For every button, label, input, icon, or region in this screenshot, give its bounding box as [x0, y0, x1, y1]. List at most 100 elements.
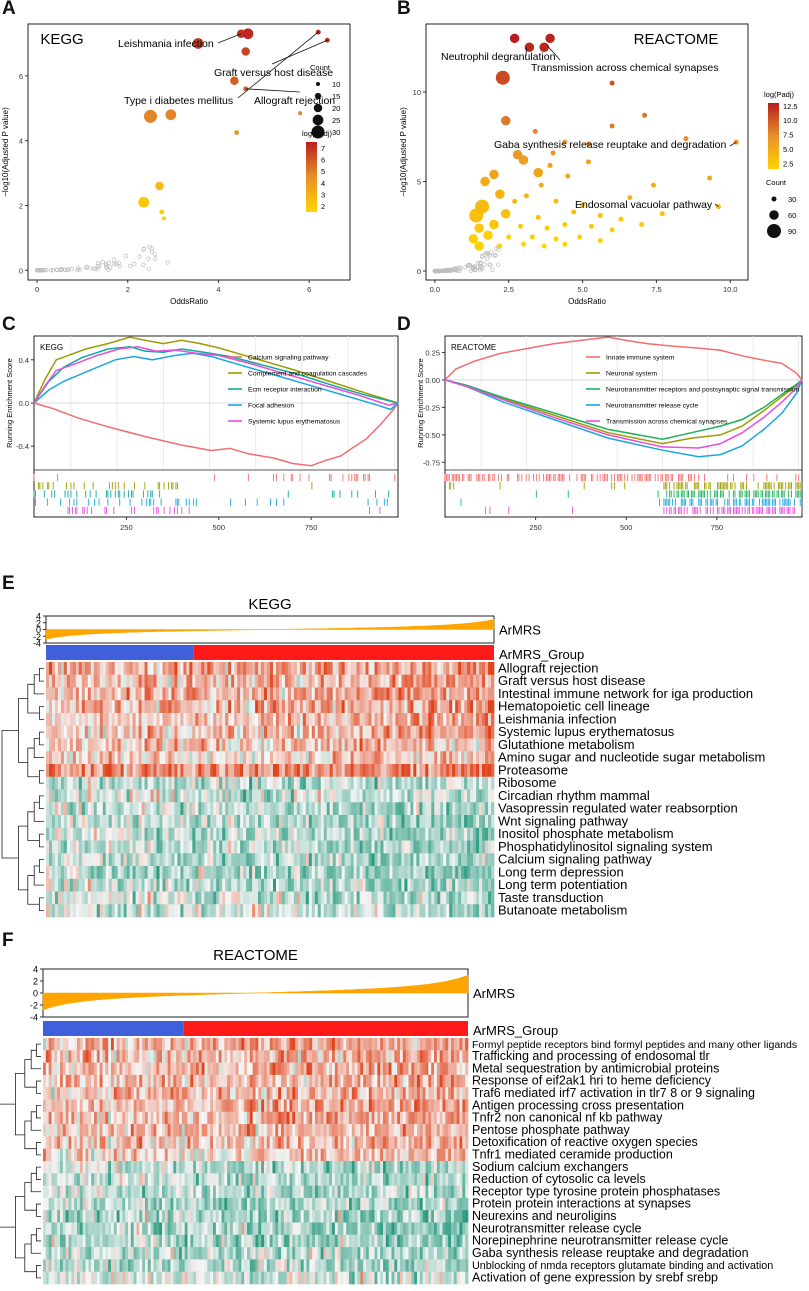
- heatmap-cell: [410, 828, 413, 841]
- heatmap-cell: [392, 751, 395, 764]
- heatmap-cell: [210, 1112, 213, 1125]
- heatmap-cell: [207, 662, 210, 675]
- heatmap-cell: [363, 1100, 366, 1113]
- heatmap-cell: [386, 790, 389, 803]
- heatmap-cell: [58, 802, 61, 815]
- heatmap-cell: [228, 764, 231, 777]
- heatmap-cell: [210, 764, 213, 777]
- heatmap-cell: [425, 828, 428, 841]
- heatmap-cell: [174, 904, 177, 917]
- heatmap-cell: [124, 879, 127, 892]
- heatmap-cell: [73, 662, 76, 675]
- heatmap-cell: [205, 1100, 208, 1113]
- heatmap-cell: [236, 1100, 239, 1113]
- heatmap-cell: [231, 764, 234, 777]
- heatmap-cell: [88, 841, 91, 854]
- heatmap-cell: [455, 828, 458, 841]
- heatmap-cell: [237, 815, 240, 828]
- heatmap-cell: [407, 700, 410, 713]
- heatmap-cell: [255, 853, 258, 866]
- heatmap-cell: [348, 879, 351, 892]
- heatmap-cell: [363, 802, 366, 815]
- heatmap-cell: [106, 904, 109, 917]
- heatmap-cell: [267, 802, 270, 815]
- heatmap-cell: [330, 802, 333, 815]
- heatmap-cell: [479, 815, 482, 828]
- heatmap-cell: [312, 866, 315, 879]
- heatmap-cell: [122, 1075, 125, 1088]
- dendrogram-branch: [39, 707, 44, 720]
- heatmap-cell: [234, 904, 237, 917]
- heatmap-cell: [378, 802, 381, 815]
- heatmap-cell: [372, 751, 375, 764]
- heatmap-cell: [306, 777, 309, 790]
- heatmap-cell: [354, 751, 357, 764]
- heatmap-cell: [419, 751, 422, 764]
- heatmap-cell: [363, 1075, 366, 1088]
- heatmap-cell: [207, 790, 210, 803]
- heatmap-cell: [70, 726, 73, 739]
- heatmap-cell: [375, 866, 378, 879]
- y-tick-label: 6: [19, 72, 23, 81]
- heatmap-cell: [204, 777, 207, 790]
- heatmap-cell: [336, 739, 339, 752]
- heatmap-cell: [202, 1100, 205, 1113]
- heatmap-cell: [157, 751, 160, 764]
- heatmap-cell: [136, 841, 139, 854]
- heatmap-cell: [348, 841, 351, 854]
- heatmap-cell: [247, 1050, 250, 1063]
- heatmap-cell: [335, 1063, 338, 1076]
- score-tick-label: -4: [30, 1013, 38, 1023]
- heatmap-cell: [410, 700, 413, 713]
- heatmap-cell: [128, 1063, 131, 1076]
- heatmap-cell: [383, 777, 386, 790]
- heatmap-cell: [186, 713, 189, 726]
- heatmap-cell: [336, 675, 339, 688]
- heatmap-cell: [470, 675, 473, 688]
- heatmap-cell: [407, 841, 410, 854]
- heatmap-cell: [330, 739, 333, 752]
- heatmap-cell: [354, 802, 357, 815]
- heatmap-cell: [470, 828, 473, 841]
- heatmap-cell: [307, 1087, 310, 1100]
- heatmap-cell: [151, 866, 154, 879]
- heatmap-cell: [476, 879, 479, 892]
- heatmap-cell: [449, 853, 452, 866]
- heatmap-cell: [327, 688, 330, 701]
- heatmap-cell: [201, 853, 204, 866]
- heatmap-cell: [321, 790, 324, 803]
- heatmap-cell: [165, 764, 168, 777]
- heatmap-cell: [213, 675, 216, 688]
- heatmap-cell: [270, 853, 273, 866]
- heatmap-cell: [231, 815, 234, 828]
- heatmap-cell: [162, 1112, 165, 1125]
- heatmap-cell: [482, 675, 485, 688]
- heatmap-cell: [250, 1100, 253, 1113]
- heatmap-cell: [240, 790, 243, 803]
- heatmap-cell: [219, 1100, 222, 1113]
- heatmap-cell: [216, 802, 219, 815]
- heatmap-cell: [189, 853, 192, 866]
- heatmap-cell: [460, 1075, 463, 1088]
- heatmap-cell: [103, 904, 106, 917]
- heatmap-cell: [282, 892, 285, 905]
- heatmap-cell: [407, 675, 410, 688]
- heatmap-cell: [458, 879, 461, 892]
- heatmap-cell: [315, 790, 318, 803]
- heatmap-cell: [375, 904, 378, 917]
- heatmap-cell: [413, 904, 416, 917]
- data-point: [497, 243, 502, 248]
- heatmap-cell: [117, 1050, 120, 1063]
- heatmap-cell: [253, 1075, 256, 1088]
- heatmap-cell: [70, 828, 73, 841]
- heatmap-cell: [49, 1100, 52, 1113]
- heatmap-cell: [258, 1100, 261, 1113]
- heatmap-cell: [338, 1087, 341, 1100]
- heatmap-cell: [428, 802, 431, 815]
- heatmap-cell: [74, 1075, 77, 1088]
- heatmap-cell: [207, 1038, 210, 1051]
- heatmap-cell: [389, 688, 392, 701]
- heatmap-cell: [488, 790, 491, 803]
- heatmap-cell: [58, 790, 61, 803]
- heatmap-cell: [142, 764, 145, 777]
